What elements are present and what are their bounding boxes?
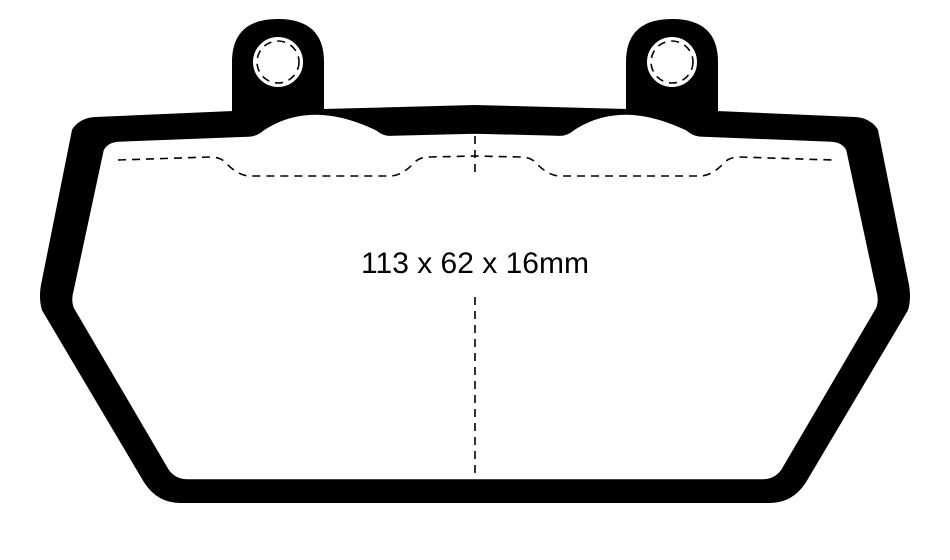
tab-hole-outer	[646, 36, 698, 88]
dimensions-label: 113 x 62 x 16mm	[361, 247, 589, 280]
brake-pad-diagram: 113 x 62 x 16mm	[0, 0, 950, 560]
tab-hole-outer	[252, 36, 304, 88]
